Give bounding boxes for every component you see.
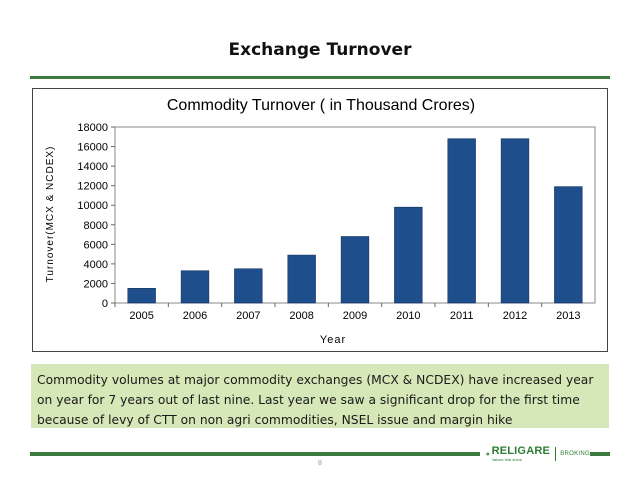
title-underline: [30, 76, 610, 79]
turnover-bar-chart: Commodity Turnover ( in Thousand Crores)…: [45, 97, 596, 346]
footer-rule: [30, 452, 480, 456]
y-tick-label: 10000: [77, 200, 108, 212]
bar-2008: [287, 254, 316, 304]
x-tick-label: 2005: [129, 310, 153, 322]
x-tick-label: 2007: [236, 310, 260, 322]
clover-icon: [486, 452, 490, 456]
x-axis-label: Year: [320, 334, 346, 346]
x-tick-label: 2008: [289, 310, 313, 322]
bar-2013: [554, 186, 583, 304]
x-tick-label: 2006: [183, 310, 207, 322]
y-tick-label: 6000: [84, 239, 108, 251]
y-tick-label: 0: [102, 298, 108, 310]
x-tick-label: 2011: [450, 310, 474, 322]
bar-2011: [447, 138, 476, 304]
bar-2010: [394, 206, 423, 304]
footer-rule-end: [590, 452, 610, 456]
slide-title: Exchange Turnover: [228, 40, 412, 60]
chart-title: Commodity Turnover ( in Thousand Crores): [167, 97, 475, 114]
logo-name: RELIGARE: [491, 445, 551, 457]
bar-2006: [180, 270, 210, 304]
religare-logo: RELIGARE Values that shine BROKING: [486, 443, 590, 465]
y-tick-label: 14000: [77, 161, 108, 173]
x-tick-label: 2013: [556, 310, 580, 322]
y-axis-label: Turnover(MCX & NCDEX): [45, 146, 56, 283]
y-tick-label: 4000: [84, 259, 108, 271]
y-tick-label: 2000: [84, 278, 108, 290]
commentary-text: Commodity volumes at major commodity exc…: [37, 373, 594, 427]
x-tick-label: 2010: [396, 310, 420, 322]
logo-division: BROKING: [560, 451, 590, 457]
bar-2005: [127, 288, 156, 304]
bar-2012: [500, 138, 530, 304]
bar-2009: [340, 236, 370, 304]
y-tick-label: 12000: [77, 181, 108, 193]
commentary-box: Commodity volumes at major commodity exc…: [31, 364, 609, 428]
x-tick-label: 2009: [343, 310, 367, 322]
y-tick-label: 8000: [84, 220, 108, 232]
y-tick-label: 18000: [77, 122, 108, 134]
logo-tagline: Values that shine: [491, 457, 522, 462]
chart-frame: Commodity Turnover ( in Thousand Crores)…: [32, 88, 608, 352]
x-tick-label: 2012: [503, 310, 527, 322]
page-number: 8: [318, 460, 322, 467]
bar-2007: [234, 268, 263, 304]
y-tick-label: 16000: [77, 142, 108, 154]
